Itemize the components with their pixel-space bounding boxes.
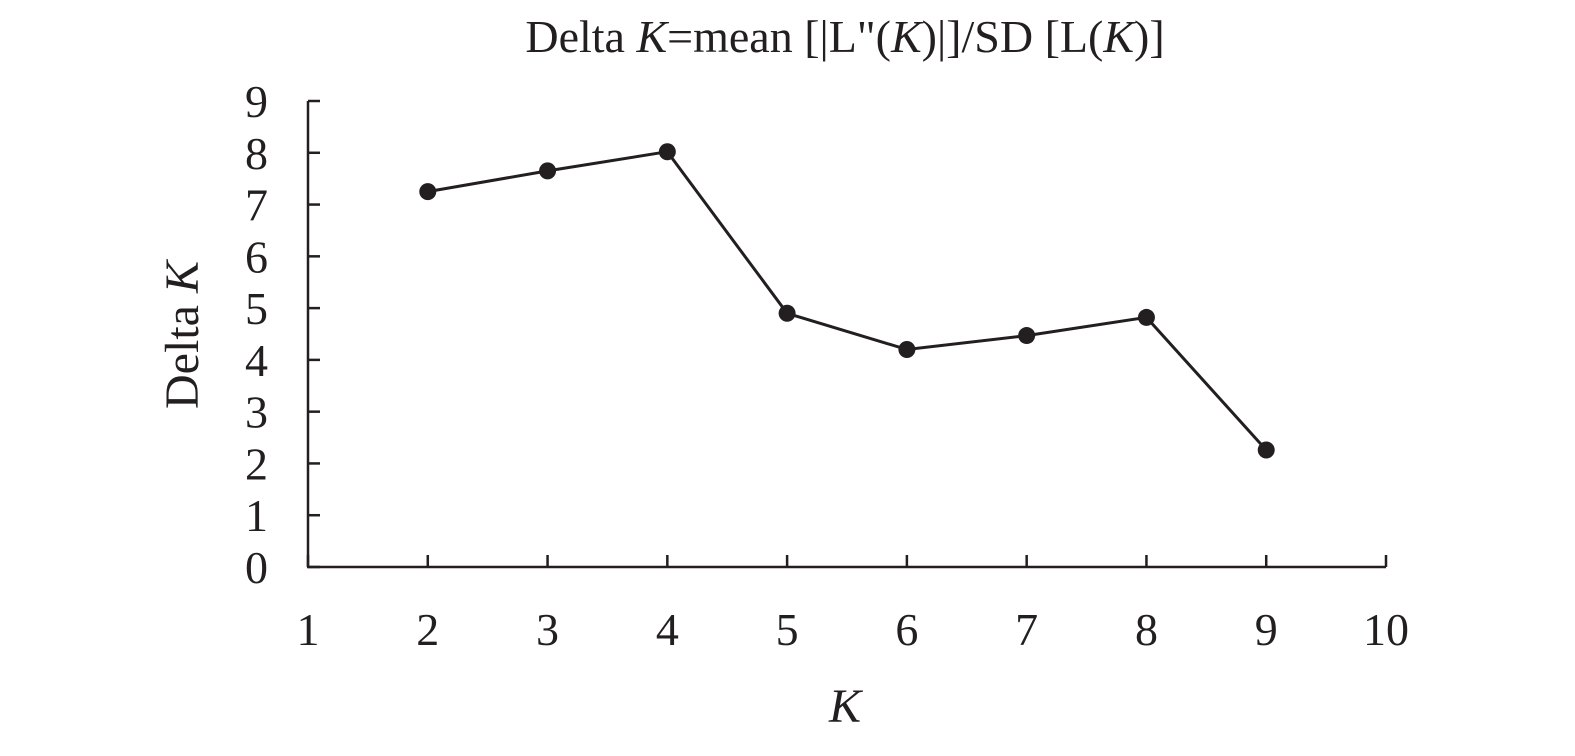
title-part: K	[890, 11, 924, 62]
data-point	[778, 304, 796, 322]
data-point	[898, 341, 916, 359]
y-tick-label: 8	[245, 128, 268, 179]
x-tick-label: 3	[536, 604, 559, 655]
chart-title: Delta K=mean [|L"(K)|]/SD [L(K)]	[525, 11, 1164, 62]
x-tick-label: 2	[416, 604, 439, 655]
y-tick-label: 5	[245, 283, 268, 334]
y-tick-label: 6	[245, 231, 268, 282]
title-part: )|]/SD [L(	[922, 11, 1104, 62]
x-tick-label: 9	[1255, 604, 1278, 655]
data-point	[1257, 441, 1275, 459]
title-part: Delta	[525, 11, 636, 62]
data-point	[539, 162, 557, 180]
x-axis-label: K	[828, 680, 864, 733]
title-part: K	[1102, 11, 1136, 62]
title-part: )]	[1134, 11, 1165, 62]
x-tick-label: 5	[776, 604, 799, 655]
y-tick-label: 0	[245, 542, 268, 593]
data-point	[1137, 308, 1155, 326]
y-tick-label: 4	[245, 335, 268, 386]
y-tick-label: 1	[245, 490, 268, 541]
y-tick-label: 9	[245, 76, 268, 127]
x-axis-ticks: 1 2 3 4 5 6 7 8 9 10	[297, 555, 1409, 655]
title-part: =mean [|L"(	[667, 11, 891, 62]
data-points	[419, 143, 1275, 459]
title-part: K	[635, 11, 669, 62]
data-point	[419, 183, 437, 201]
y-tick-label: 7	[245, 180, 268, 231]
x-tick-label: 8	[1135, 604, 1158, 655]
x-tick-label: 10	[1363, 604, 1409, 655]
series-line	[427, 150, 1268, 452]
y-tick-label: 2	[245, 438, 268, 489]
x-tick-label: 6	[895, 604, 918, 655]
y-axis-label: Delta K	[156, 258, 209, 409]
y-axis-label-part: K	[156, 258, 209, 294]
x-tick-label: 4	[656, 604, 679, 655]
data-point	[1018, 327, 1036, 345]
y-axis-label-part: Delta	[156, 293, 209, 409]
data-point	[658, 143, 676, 161]
y-tick-label: 3	[245, 387, 268, 438]
x-tick-label: 1	[297, 604, 320, 655]
x-tick-label: 7	[1015, 604, 1038, 655]
